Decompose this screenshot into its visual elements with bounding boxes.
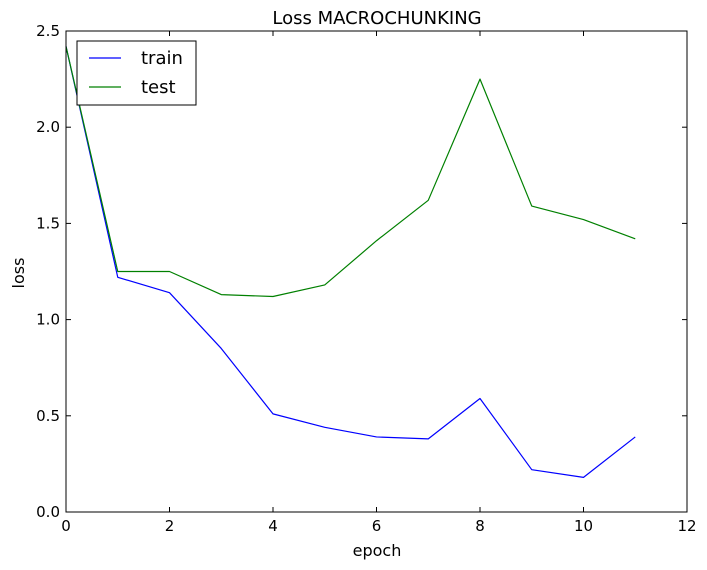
y-tick-label: 1.5 xyxy=(36,214,60,232)
legend-label-test: test xyxy=(141,77,176,98)
y-tick-label: 2.5 xyxy=(36,22,60,40)
x-tick-label: 10 xyxy=(574,517,593,535)
series-line-train xyxy=(65,46,636,478)
series-line-test xyxy=(65,46,636,298)
y-tick-label: 0.5 xyxy=(36,407,60,425)
x-axis-label: epoch xyxy=(353,541,402,560)
y-tick-label: 0.0 xyxy=(36,503,60,521)
legend-label-train: train xyxy=(141,48,183,69)
x-tick-label: 2 xyxy=(165,517,175,535)
y-tick-label: 2.0 xyxy=(36,118,60,136)
legend-box xyxy=(76,40,197,106)
y-tick-label: 1.0 xyxy=(36,311,60,329)
ticks-layer: 0 2 4 6 8 10 12 0.0 0.5 1.0 1.5 2.0 2.5 xyxy=(36,22,696,535)
chart-title: Loss MACROCHUNKING xyxy=(272,8,481,29)
x-tick-label: 0 xyxy=(61,517,71,535)
x-tick-label: 6 xyxy=(372,517,382,535)
y-axis-label: loss xyxy=(9,258,28,289)
x-tick-label: 12 xyxy=(677,517,696,535)
legend: train test xyxy=(76,40,197,106)
series-layer xyxy=(65,46,636,478)
x-tick-label: 4 xyxy=(268,517,278,535)
x-tick-label: 8 xyxy=(475,517,485,535)
